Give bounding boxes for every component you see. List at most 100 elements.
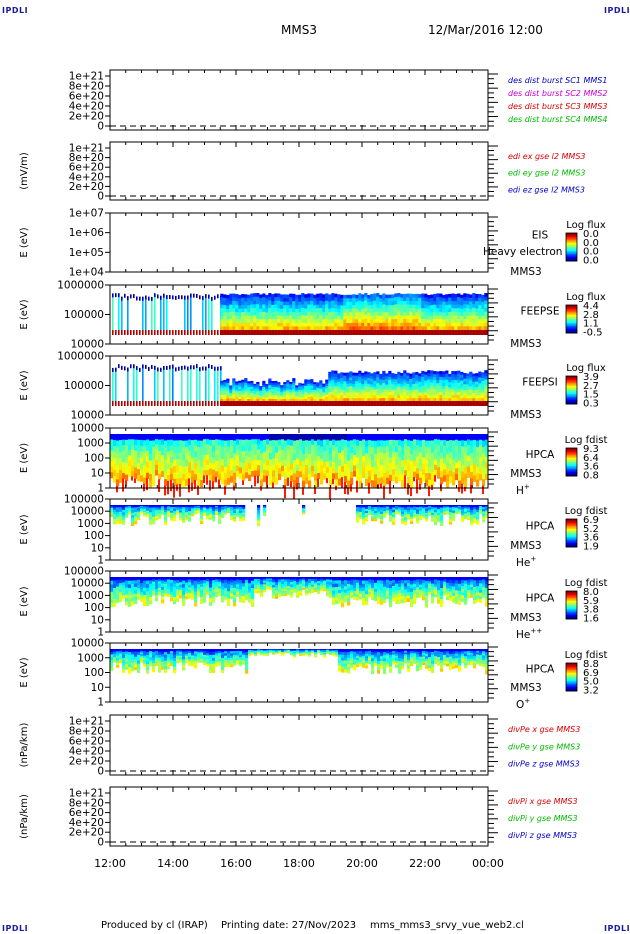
spectrogram-cell — [428, 434, 432, 442]
spectrogram-cell — [454, 371, 458, 375]
spectrogram-cell — [436, 392, 440, 396]
spectrogram-cell — [472, 315, 476, 320]
spectrogram-cell — [392, 505, 396, 508]
spectrogram-cell — [244, 308, 248, 313]
spectrogram-cell — [140, 511, 144, 514]
spectrogram-cell — [293, 486, 295, 500]
spectrogram-cell — [334, 388, 338, 393]
spectrogram-cell — [418, 297, 422, 302]
spectrogram-cell — [251, 444, 255, 451]
spectrogram-cell — [460, 305, 464, 310]
spectrogram-cell — [392, 469, 396, 476]
spectrogram-cell — [203, 583, 207, 587]
spectrogram-cell — [218, 514, 222, 518]
spectrogram-cell — [401, 514, 405, 517]
spectrogram-cell — [439, 322, 443, 327]
spectrogram-cell — [289, 304, 293, 309]
spectrogram-cell — [164, 593, 168, 597]
colorbar-swatch — [566, 241, 577, 244]
spectrogram-cell — [233, 472, 237, 480]
spectrogram-cell — [125, 511, 129, 514]
spectrogram-cell — [482, 440, 486, 448]
spectrogram-cell — [301, 300, 305, 305]
spectrogram-cell — [383, 512, 387, 515]
spectrogram-cell — [271, 312, 275, 317]
spectrogram-cell — [137, 439, 141, 447]
spectrogram-cell — [458, 473, 462, 482]
spectrogram-cell — [391, 373, 395, 377]
colorbar-swatch — [566, 388, 577, 391]
spectrogram-cell — [223, 398, 227, 402]
spectrogram-cell — [146, 439, 150, 446]
spectrogram-cell — [316, 397, 320, 400]
spectrogram-cell — [460, 308, 464, 313]
spectrogram-cell — [361, 294, 365, 299]
spectrogram-cell — [161, 509, 165, 512]
spectrogram-cell — [260, 434, 264, 441]
spectrogram-cell — [253, 300, 257, 305]
spectrogram-cell — [463, 330, 467, 335]
spectrogram-cell — [125, 514, 129, 517]
spectrogram-cell — [223, 401, 227, 406]
spectrogram-cell — [466, 376, 470, 380]
spectrogram-cell — [241, 379, 245, 383]
spectrogram-cell — [304, 383, 308, 387]
spectrogram-cell — [355, 392, 359, 396]
spectrogram-cell — [247, 319, 251, 324]
spectrogram-cell — [352, 294, 356, 299]
spectrogram-cell — [430, 322, 434, 327]
spectrogram-cell — [340, 326, 344, 331]
spectrogram-cell — [455, 505, 459, 507]
spectrogram-cell — [329, 460, 333, 468]
colorbar-swatch — [566, 384, 577, 387]
spectrogram-cell — [283, 387, 287, 391]
spectrogram-cell — [445, 326, 449, 331]
spectrogram-cell — [331, 318, 335, 324]
spectrogram-cell — [244, 326, 248, 331]
spectrogram-cell — [334, 379, 338, 384]
spectrogram-cell — [328, 386, 332, 390]
spectrogram-cell — [274, 308, 278, 313]
spectrogram-cell — [238, 305, 242, 310]
spectrogram-column — [151, 364, 153, 369]
spectrogram-cell — [386, 465, 390, 472]
spectrogram-cell — [467, 439, 471, 446]
spectrogram-cell — [319, 296, 323, 302]
spectrogram-cell — [304, 396, 308, 400]
spectrogram-cell — [265, 315, 269, 320]
spectrogram-cell — [452, 472, 456, 480]
spectrogram-cell — [439, 315, 443, 320]
spectrogram-cell — [197, 446, 201, 454]
spectrogram-cell — [313, 389, 317, 393]
spectrogram-cell — [356, 451, 360, 458]
spectrogram-cell — [134, 439, 138, 446]
spectrogram-cell — [247, 391, 251, 394]
spectrogram-cell — [370, 392, 374, 396]
spectrogram-cell — [394, 300, 398, 305]
spectrogram-cell — [295, 308, 299, 313]
spectrogram-cell — [341, 460, 345, 467]
spectrogram-cell — [215, 507, 219, 510]
spectrogram-cell — [128, 439, 132, 446]
spectrogram-column — [130, 330, 132, 335]
spectrogram-cell — [389, 513, 393, 516]
spectrogram-cell — [359, 454, 363, 462]
spectrogram-cell — [191, 482, 193, 491]
spectrogram-cell — [401, 480, 405, 488]
spectrogram-cell — [280, 393, 284, 396]
spectrogram-cell — [421, 373, 425, 378]
spectrogram-cell — [265, 298, 269, 303]
spectrogram-cell — [113, 476, 117, 483]
spectrogram-cell — [274, 304, 278, 309]
spectrogram-cell — [391, 378, 395, 382]
spectrogram-column — [184, 365, 186, 401]
spectrogram-cell — [455, 511, 459, 514]
spectrogram-cell — [302, 509, 306, 512]
spectrogram-cell — [238, 392, 242, 396]
spectrogram-cell — [481, 301, 485, 306]
spectrogram-cell — [323, 450, 327, 458]
spectrogram-cell — [314, 453, 318, 462]
spectrogram-cell — [478, 401, 482, 406]
spectrogram-cell — [137, 582, 141, 586]
spectrogram-cell — [286, 394, 290, 398]
